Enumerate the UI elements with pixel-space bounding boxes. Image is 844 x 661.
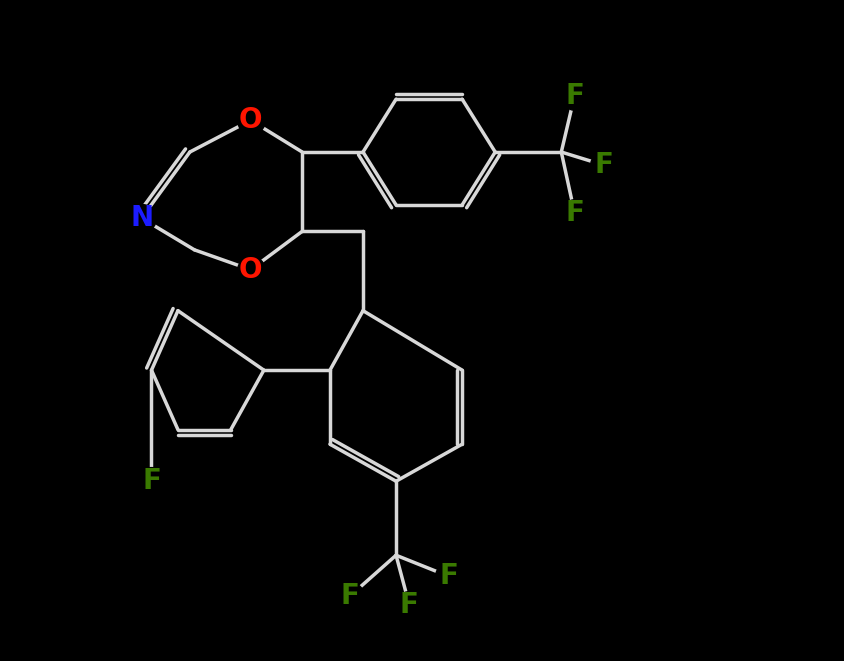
Text: O: O bbox=[239, 256, 262, 284]
Text: F: F bbox=[594, 151, 613, 179]
Text: F: F bbox=[399, 591, 419, 619]
Text: F: F bbox=[565, 199, 583, 227]
Text: O: O bbox=[239, 106, 262, 134]
Text: N: N bbox=[130, 204, 153, 232]
Text: F: F bbox=[565, 82, 583, 110]
Text: F: F bbox=[340, 582, 359, 610]
Text: F: F bbox=[142, 467, 160, 495]
Text: F: F bbox=[439, 563, 457, 590]
